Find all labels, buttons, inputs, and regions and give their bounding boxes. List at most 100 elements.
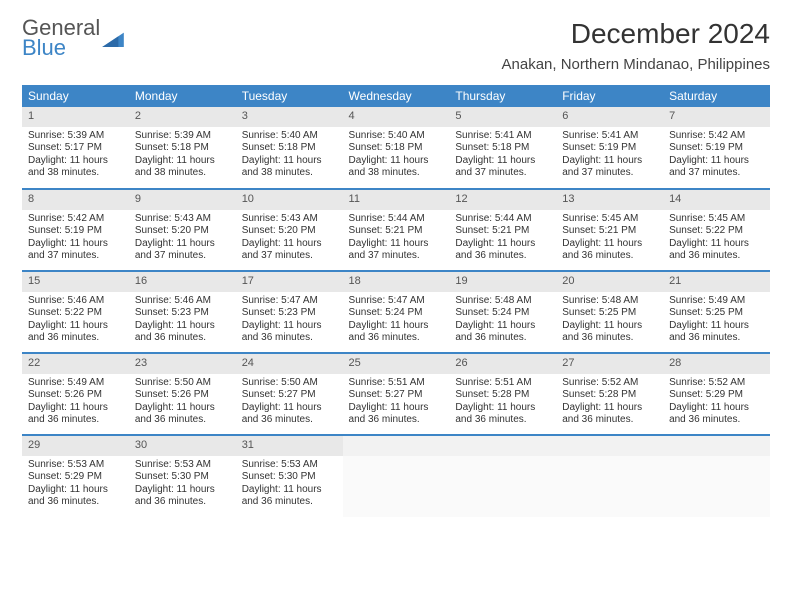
day-number: 17 — [236, 272, 343, 292]
sunset-value: 5:24 PM — [492, 307, 529, 318]
sunset-label: Sunset: — [455, 225, 492, 236]
day-content: Sunrise: 5:48 AMSunset: 5:25 PMDaylight:… — [556, 292, 663, 349]
daylight-label: Daylight: — [135, 320, 177, 331]
sunrise-label: Sunrise: — [349, 377, 388, 388]
calendar-week: 15Sunrise: 5:46 AMSunset: 5:22 PMDayligh… — [22, 271, 770, 353]
sunrise-label: Sunrise: — [669, 213, 708, 224]
day-content: Sunrise: 5:52 AMSunset: 5:28 PMDaylight:… — [556, 374, 663, 431]
sunrise-value: 5:46 AM — [174, 295, 211, 306]
daylight-label: Daylight: — [28, 155, 70, 166]
day-content: Sunrise: 5:49 AMSunset: 5:26 PMDaylight:… — [22, 374, 129, 431]
dow-header: Thursday — [449, 85, 556, 107]
title-block: December 2024 Anakan, Northern Mindanao,… — [502, 18, 771, 73]
sunrise-label: Sunrise: — [455, 295, 494, 306]
sunrise-value: 5:51 AM — [495, 377, 532, 388]
daylight-label: Daylight: — [28, 238, 70, 249]
sunset-label: Sunset: — [669, 142, 706, 153]
day-number: 9 — [129, 190, 236, 210]
day-content: Sunrise: 5:52 AMSunset: 5:29 PMDaylight:… — [663, 374, 770, 431]
sunrise-value: 5:45 AM — [709, 213, 746, 224]
sunset-label: Sunset: — [562, 389, 599, 400]
calendar-cell: 7Sunrise: 5:42 AMSunset: 5:19 PMDaylight… — [663, 107, 770, 189]
sunset-value: 5:30 PM — [278, 471, 315, 482]
calendar-cell: 19Sunrise: 5:48 AMSunset: 5:24 PMDayligh… — [449, 271, 556, 353]
sunset-label: Sunset: — [28, 225, 65, 236]
sunrise-value: 5:50 AM — [174, 377, 211, 388]
daylight-label: Daylight: — [28, 402, 70, 413]
sunset-value: 5:27 PM — [278, 389, 315, 400]
day-number: 29 — [22, 436, 129, 456]
day-number: 1 — [22, 107, 129, 127]
sunrise-value: 5:40 AM — [281, 130, 318, 141]
daylight-label: Daylight: — [562, 238, 604, 249]
sunset-label: Sunset: — [349, 225, 386, 236]
location: Anakan, Northern Mindanao, Philippines — [502, 56, 771, 73]
sunset-label: Sunset: — [455, 142, 492, 153]
day-number: 3 — [236, 107, 343, 127]
daylight-label: Daylight: — [455, 155, 497, 166]
sunrise-label: Sunrise: — [562, 213, 601, 224]
sunset-label: Sunset: — [349, 142, 386, 153]
calendar-cell: 15Sunrise: 5:46 AMSunset: 5:22 PMDayligh… — [22, 271, 129, 353]
sunset-label: Sunset: — [669, 389, 706, 400]
day-number-empty — [556, 436, 663, 456]
calendar-cell — [343, 435, 450, 517]
sunset-value: 5:30 PM — [172, 471, 209, 482]
sunset-value: 5:22 PM — [706, 225, 743, 236]
sunset-label: Sunset: — [242, 142, 279, 153]
day-number: 27 — [556, 354, 663, 374]
daylight-label: Daylight: — [349, 402, 391, 413]
sunset-label: Sunset: — [28, 307, 65, 318]
day-number-empty — [449, 436, 556, 456]
calendar-cell: 28Sunrise: 5:52 AMSunset: 5:29 PMDayligh… — [663, 353, 770, 435]
sunset-value: 5:21 PM — [492, 225, 529, 236]
day-number: 21 — [663, 272, 770, 292]
sunrise-label: Sunrise: — [242, 130, 281, 141]
calendar-cell: 20Sunrise: 5:48 AMSunset: 5:25 PMDayligh… — [556, 271, 663, 353]
sunset-value: 5:19 PM — [65, 225, 102, 236]
sunrise-value: 5:41 AM — [495, 130, 532, 141]
daylight-label: Daylight: — [242, 484, 284, 495]
sunset-label: Sunset: — [669, 225, 706, 236]
calendar-cell: 22Sunrise: 5:49 AMSunset: 5:26 PMDayligh… — [22, 353, 129, 435]
sunset-label: Sunset: — [349, 389, 386, 400]
daylight-label: Daylight: — [349, 320, 391, 331]
sunset-label: Sunset: — [242, 225, 279, 236]
sunset-value: 5:23 PM — [278, 307, 315, 318]
day-content: Sunrise: 5:48 AMSunset: 5:24 PMDaylight:… — [449, 292, 556, 349]
sunrise-label: Sunrise: — [669, 130, 708, 141]
day-content: Sunrise: 5:43 AMSunset: 5:20 PMDaylight:… — [129, 210, 236, 267]
header: General Blue December 2024 Anakan, North… — [22, 18, 770, 73]
day-number: 12 — [449, 190, 556, 210]
day-content: Sunrise: 5:50 AMSunset: 5:27 PMDaylight:… — [236, 374, 343, 431]
sunrise-value: 5:53 AM — [281, 459, 318, 470]
day-number: 8 — [22, 190, 129, 210]
day-number: 19 — [449, 272, 556, 292]
sunrise-value: 5:53 AM — [67, 459, 104, 470]
daylight-label: Daylight: — [669, 155, 711, 166]
day-number: 24 — [236, 354, 343, 374]
sunset-value: 5:18 PM — [492, 142, 529, 153]
sunset-value: 5:21 PM — [385, 225, 422, 236]
daylight-label: Daylight: — [242, 320, 284, 331]
sunrise-label: Sunrise: — [669, 377, 708, 388]
calendar-cell: 31Sunrise: 5:53 AMSunset: 5:30 PMDayligh… — [236, 435, 343, 517]
calendar-cell: 6Sunrise: 5:41 AMSunset: 5:19 PMDaylight… — [556, 107, 663, 189]
sunrise-label: Sunrise: — [28, 213, 67, 224]
sunset-value: 5:19 PM — [706, 142, 743, 153]
dow-header: Tuesday — [236, 85, 343, 107]
day-content: Sunrise: 5:46 AMSunset: 5:22 PMDaylight:… — [22, 292, 129, 349]
day-number: 6 — [556, 107, 663, 127]
logo-triangle-icon — [102, 29, 124, 47]
sunrise-label: Sunrise: — [28, 459, 67, 470]
calendar-cell: 21Sunrise: 5:49 AMSunset: 5:25 PMDayligh… — [663, 271, 770, 353]
sunrise-value: 5:42 AM — [709, 130, 746, 141]
sunset-value: 5:22 PM — [65, 307, 102, 318]
day-number: 23 — [129, 354, 236, 374]
day-content: Sunrise: 5:53 AMSunset: 5:30 PMDaylight:… — [129, 456, 236, 513]
sunrise-value: 5:44 AM — [388, 213, 425, 224]
calendar-cell: 17Sunrise: 5:47 AMSunset: 5:23 PMDayligh… — [236, 271, 343, 353]
calendar-cell: 11Sunrise: 5:44 AMSunset: 5:21 PMDayligh… — [343, 189, 450, 271]
daylight-label: Daylight: — [669, 402, 711, 413]
sunrise-label: Sunrise: — [135, 213, 174, 224]
